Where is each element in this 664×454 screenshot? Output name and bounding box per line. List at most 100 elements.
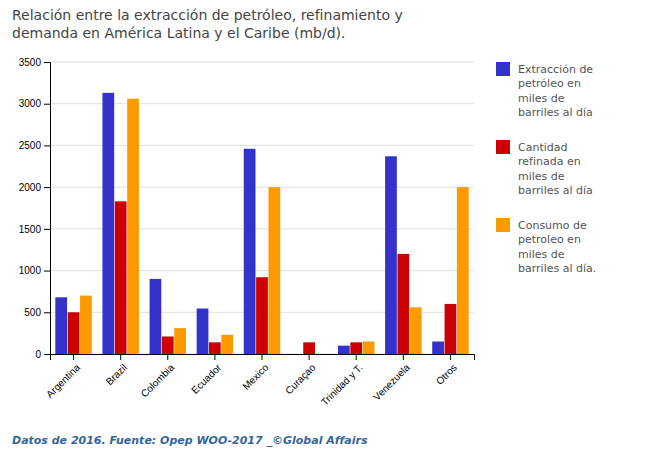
legend: Extracción depetróleo enmiles debarriles… bbox=[496, 62, 596, 275]
y-tick-mark bbox=[44, 271, 50, 272]
x-tick-label: Venezuela bbox=[371, 361, 412, 402]
x-axis: ArgentinaBrazilColombiaEcuadorMexicoCura… bbox=[44, 354, 475, 408]
bar bbox=[291, 354, 303, 355]
x-tick: Venezuela bbox=[371, 354, 412, 403]
x-tick-mark bbox=[309, 354, 310, 360]
x-tick-label: Colombia bbox=[139, 361, 177, 399]
x-tick-label: Curaçao bbox=[283, 361, 318, 396]
bar bbox=[55, 297, 67, 354]
x-tick-mark bbox=[120, 354, 121, 360]
x-tick: Curaçao bbox=[283, 354, 318, 396]
bar bbox=[316, 354, 328, 355]
bar bbox=[102, 93, 114, 354]
bar bbox=[338, 346, 350, 354]
x-tick-label: Brazil bbox=[104, 362, 129, 387]
y-tick-mark bbox=[44, 187, 50, 188]
y-tick: 2500 bbox=[19, 140, 50, 151]
grid bbox=[50, 62, 474, 354]
bar bbox=[115, 201, 127, 354]
bar bbox=[127, 99, 139, 354]
legend-label-line: Cantidad bbox=[518, 141, 567, 154]
bar bbox=[432, 341, 444, 354]
bar bbox=[268, 187, 280, 354]
x-tick: Ecuador bbox=[189, 354, 224, 396]
legend-item: Consumo depetroleo en miles debarriles al… bbox=[496, 218, 596, 275]
bar bbox=[174, 328, 186, 354]
chart: Relación entre la extracción de petróleo… bbox=[0, 0, 664, 454]
x-tick-mark bbox=[356, 354, 357, 360]
x-tick: Mexico bbox=[240, 354, 270, 392]
x-tick-label: Trinidad y T. bbox=[319, 362, 365, 408]
bar-series bbox=[68, 201, 457, 354]
y-tick-label: 1000 bbox=[19, 265, 42, 276]
y-tick: 2000 bbox=[19, 182, 50, 193]
y-tick-mark bbox=[44, 62, 50, 63]
x-tick-label: Otros bbox=[434, 362, 459, 387]
y-tick-label: 500 bbox=[24, 307, 41, 318]
y-tick-label: 0 bbox=[35, 349, 41, 360]
legend-label-line: barriles al día bbox=[518, 184, 593, 197]
legend-label-line: petróleo en bbox=[518, 77, 581, 90]
legend-item: Cantidadrefinada enmiles debarriles al d… bbox=[496, 140, 593, 197]
legend-label: Extracción depetróleo en miles debarriles… bbox=[518, 63, 593, 119]
x-tick-mark bbox=[214, 354, 215, 360]
bar bbox=[445, 304, 457, 354]
plot: 0500100015002000250030003500ArgentinaBra… bbox=[19, 57, 475, 408]
legend-label-line: petroleo en bbox=[518, 233, 581, 246]
y-tick-label: 1500 bbox=[19, 224, 42, 235]
grid-line bbox=[50, 62, 474, 63]
y-tick-label: 3500 bbox=[19, 57, 42, 68]
x-tick-mark bbox=[167, 354, 168, 360]
bar bbox=[197, 309, 209, 354]
bar bbox=[350, 342, 362, 354]
x-tick-label: Mexico bbox=[240, 361, 270, 391]
x-tick: Brazil bbox=[104, 354, 129, 387]
y-tick: 0 bbox=[35, 349, 50, 360]
y-tick-mark bbox=[44, 104, 50, 105]
legend-label-line: Consumo de bbox=[518, 219, 587, 232]
y-tick: 500 bbox=[24, 307, 50, 318]
bar bbox=[150, 279, 162, 354]
legend-label-line: miles de bbox=[518, 92, 565, 105]
y-tick-label: 2000 bbox=[19, 182, 42, 193]
x-tick-mark bbox=[262, 354, 263, 360]
x-tick-mark bbox=[450, 354, 451, 360]
footnote: Datos de 2016. Fuente: Opep WOO-2017 _©G… bbox=[12, 434, 368, 447]
bar bbox=[68, 312, 80, 354]
legend-swatch bbox=[496, 218, 510, 232]
bar bbox=[397, 254, 409, 354]
title-line: demanda en América Latina y el Caribe (m… bbox=[12, 25, 345, 41]
bar bbox=[221, 335, 233, 354]
legend-label-line: Extracción de bbox=[518, 63, 593, 76]
bar bbox=[303, 342, 315, 354]
legend-label-line: miles de bbox=[518, 248, 565, 261]
bar bbox=[80, 296, 92, 354]
y-tick: 1000 bbox=[19, 265, 50, 276]
legend-label-line: barriles al día bbox=[518, 106, 593, 119]
y-tick-mark bbox=[44, 229, 50, 230]
legend-label-line: barriles al día. bbox=[518, 262, 596, 275]
x-tick: Otros bbox=[434, 354, 459, 387]
bars bbox=[55, 93, 468, 354]
y-tick-mark bbox=[44, 145, 50, 146]
bar bbox=[244, 149, 256, 354]
y-axis: 0500100015002000250030003500 bbox=[19, 57, 51, 360]
x-tick-mark bbox=[73, 354, 74, 360]
bar bbox=[457, 187, 469, 354]
x-tick: Trinidad y T. bbox=[319, 354, 365, 408]
legend-label: Cantidadrefinada enmiles debarriles al d… bbox=[518, 141, 593, 197]
bar-series bbox=[80, 99, 469, 354]
y-axis-line bbox=[44, 63, 51, 355]
y-tick: 3500 bbox=[19, 57, 50, 68]
chart-container: Relación entre la extracción de petróleo… bbox=[0, 0, 664, 454]
bar bbox=[162, 336, 174, 354]
y-tick-mark bbox=[44, 312, 50, 313]
y-tick-label: 2500 bbox=[19, 140, 42, 151]
title-line: Relación entre la extracción de petróleo… bbox=[12, 7, 403, 23]
x-tick: Colombia bbox=[139, 354, 177, 399]
legend-label: Consumo depetroleo en miles debarriles al… bbox=[518, 219, 596, 275]
legend-label-line: miles de bbox=[518, 170, 565, 183]
x-tick-label: Ecuador bbox=[189, 361, 224, 396]
title: Relación entre la extracción de petróleo… bbox=[12, 7, 403, 41]
x-tick-mark bbox=[403, 354, 404, 360]
